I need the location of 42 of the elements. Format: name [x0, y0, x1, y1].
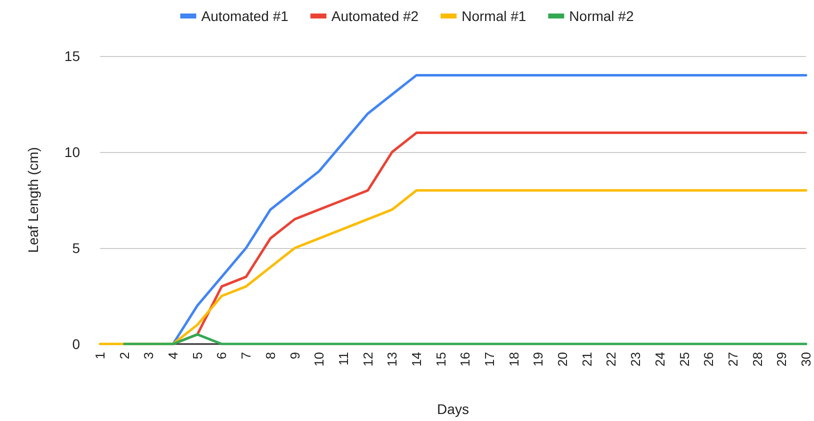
x-tick-label: 27 [725, 352, 740, 366]
x-tick-label: 1 [92, 352, 108, 360]
x-tick-label: 12 [360, 352, 376, 366]
x-tick-label: 8 [262, 352, 278, 360]
x-tick-label: 15 [433, 352, 448, 366]
y-tick-label: 5 [72, 240, 80, 256]
x-tick-label: 10 [312, 352, 327, 366]
legend-label: Normal #1 [462, 8, 526, 24]
x-tick-label: 30 [798, 352, 814, 366]
x-tick-label: 23 [628, 352, 644, 366]
x-tick-label: 25 [676, 352, 692, 366]
x-tick-label: 20 [555, 352, 570, 366]
legend-label: Automated #1 [201, 8, 289, 24]
x-tick-label: 16 [458, 352, 473, 366]
x-tick-label: 5 [190, 352, 205, 360]
x-tick-label: 22 [604, 352, 619, 366]
line-series [172, 74, 808, 346]
x-tick-label: 17 [482, 352, 498, 366]
y-tick-label: 0 [72, 336, 80, 352]
x-tick-label: 11 [336, 352, 351, 366]
x-tick-label: 7 [238, 352, 254, 360]
x-tick-label: 26 [701, 352, 716, 366]
legend-label: Normal #2 [569, 8, 634, 24]
x-tick-label: 28 [750, 352, 765, 366]
x-tick-label: 13 [384, 352, 400, 366]
x-tick-label: 21 [579, 352, 594, 366]
x-tick-label: 4 [166, 352, 181, 360]
x-tick-label: 2 [116, 352, 132, 360]
x-tick-label: 9 [287, 352, 302, 360]
x-tick-label: 14 [408, 352, 424, 366]
line-series [98, 189, 808, 346]
y-axis-title: Leaf Length (cm) [25, 147, 41, 253]
y-tick-label: 15 [64, 48, 80, 64]
x-tick-label: 3 [141, 352, 156, 360]
x-tick-label: 18 [506, 352, 522, 366]
y-tick-label: 10 [64, 144, 80, 160]
x-axis-title: Days [437, 401, 469, 417]
x-tick-label: 29 [774, 352, 790, 366]
x-tick-label: 6 [214, 352, 230, 360]
legend-label: Automated #2 [331, 8, 419, 24]
x-tick-label: 24 [652, 352, 668, 366]
x-tick-label: 19 [530, 352, 546, 366]
